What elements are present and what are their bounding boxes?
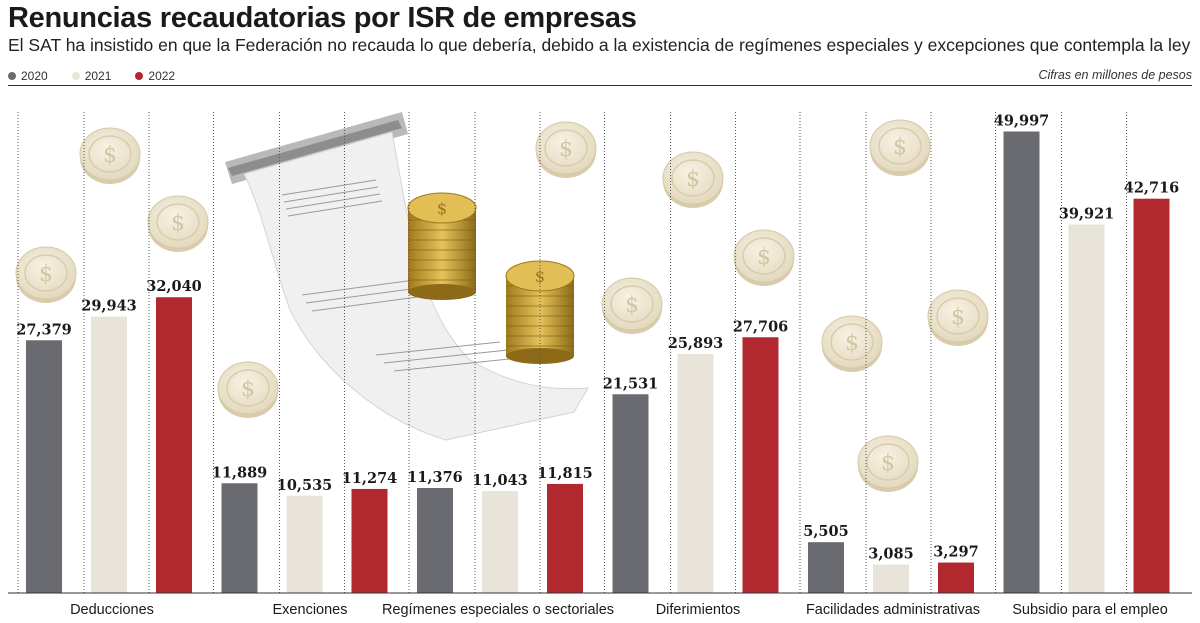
bar-2021 xyxy=(482,491,518,593)
bar-2022 xyxy=(156,297,192,593)
labels-layer: 27,379 11,889 11,376 21,531 5,505 49,997 29,94… xyxy=(16,112,1179,618)
bar-value-label: 25,893 xyxy=(668,335,724,352)
bar-2020 xyxy=(221,483,258,593)
legend-swatch xyxy=(71,72,80,80)
bar-2021 xyxy=(286,495,323,593)
bar-value-label: 32,040 xyxy=(146,278,202,295)
bar-value-label: 11,274 xyxy=(342,470,398,487)
coin-icon xyxy=(857,435,919,493)
bar-value-label: 11,376 xyxy=(407,469,463,486)
top-divider xyxy=(8,85,1192,86)
legend-item-2021: 2021 xyxy=(71,69,112,83)
bar-2021 xyxy=(1068,224,1105,593)
coin-icon xyxy=(79,127,141,185)
coin-icon xyxy=(601,277,663,335)
coin-icon xyxy=(535,121,597,179)
category-label: Exenciones xyxy=(273,602,348,618)
coin-icon xyxy=(927,289,989,347)
bar-value-label: 3,297 xyxy=(933,544,978,561)
bar-value-label: 27,379 xyxy=(16,321,72,338)
bar-value-label: 49,997 xyxy=(994,112,1050,129)
bar-2020 xyxy=(808,542,844,593)
coin-icon xyxy=(821,315,883,373)
category-label: Diferimientos xyxy=(656,602,741,618)
bar-chart: $ xyxy=(8,112,1192,618)
category-label: Subsidio para el empleo xyxy=(1012,602,1168,618)
legend-label: 2021 xyxy=(84,69,112,83)
bar-value-label: 5,505 xyxy=(803,523,848,540)
bar-value-label: 29,943 xyxy=(81,298,137,315)
group-separators xyxy=(17,112,1127,593)
chart-subtitle: El SAT ha insistido en que la Federación… xyxy=(8,35,1191,55)
bar-2020 xyxy=(26,340,62,593)
bar-2022 xyxy=(351,488,388,593)
category-label: Regímenes especiales o sectoriales xyxy=(382,602,614,618)
bar-2020 xyxy=(417,487,453,593)
units-note: Cifras en millones de pesos xyxy=(1038,68,1192,82)
legend-item-2020: 2020 xyxy=(8,69,48,83)
bar-value-label: 27,706 xyxy=(733,318,789,335)
bar-value-label: 3,085 xyxy=(868,546,913,563)
bar-value-label: 21,531 xyxy=(603,375,659,392)
svg-text:$: $ xyxy=(437,199,447,218)
bars-layer xyxy=(26,131,1170,593)
bar-value-label: 11,815 xyxy=(537,465,593,482)
bar-value-label: 42,716 xyxy=(1124,180,1180,197)
svg-text:$: $ xyxy=(535,267,545,286)
bar-2022 xyxy=(547,483,583,593)
bar-2020 xyxy=(1003,131,1040,593)
legend-swatch xyxy=(135,72,144,80)
chart-title: Renuncias recaudatorias por ISR de empre… xyxy=(8,2,637,34)
bar-value-label: 10,535 xyxy=(277,477,333,494)
coin-icon xyxy=(217,361,279,419)
bar-2022 xyxy=(742,337,779,593)
coin-icon xyxy=(662,151,724,209)
bar-2021 xyxy=(677,353,714,593)
bar-2021 xyxy=(873,564,909,593)
legend-label: 2022 xyxy=(148,69,176,83)
bar-value-label: 39,921 xyxy=(1059,205,1115,222)
coin-icon xyxy=(733,229,795,287)
category-label: Facilidades administrativas xyxy=(806,602,980,618)
coin-icon xyxy=(147,195,209,253)
category-label: Deducciones xyxy=(70,602,154,618)
bar-2021 xyxy=(91,316,127,593)
legend-item-2022: 2022 xyxy=(135,69,175,83)
coin-icon xyxy=(15,246,77,304)
coin-icon xyxy=(869,119,931,177)
bar-2022 xyxy=(938,562,974,593)
legend: 2020 2021 2022 xyxy=(8,69,175,83)
legend-label: 2020 xyxy=(21,69,48,83)
bar-2022 xyxy=(1133,198,1170,593)
bar-value-label: 11,889 xyxy=(212,464,268,481)
coin-stack-icon: $ xyxy=(407,192,477,300)
legend-swatch xyxy=(8,72,16,80)
coin-stack-icon: $ xyxy=(505,260,575,364)
bar-2020 xyxy=(612,394,649,593)
bar-value-label: 11,043 xyxy=(472,472,528,489)
